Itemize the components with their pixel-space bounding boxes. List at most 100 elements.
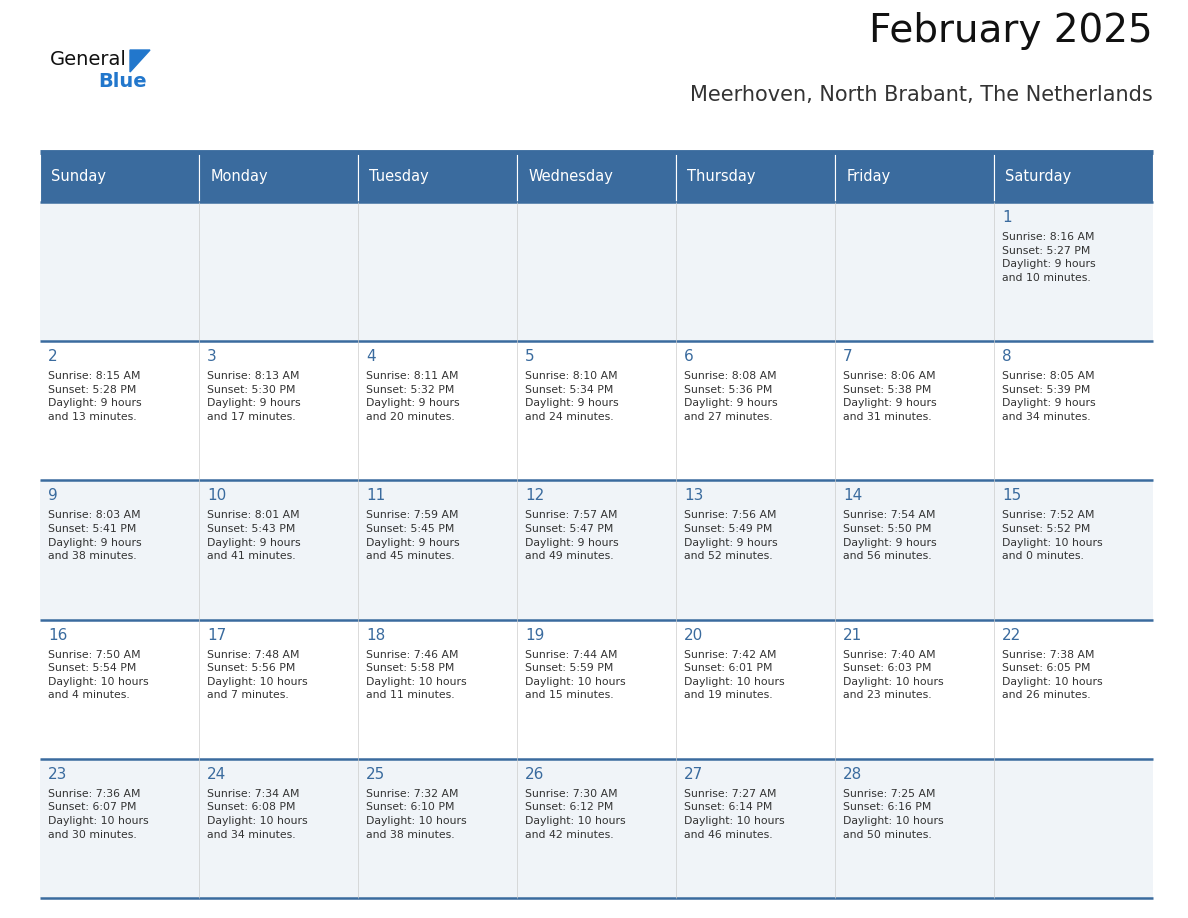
Text: Sunrise: 7:48 AM
Sunset: 5:56 PM
Daylight: 10 hours
and 7 minutes.: Sunrise: 7:48 AM Sunset: 5:56 PM Dayligh…	[207, 650, 308, 700]
Bar	[517, 341, 676, 480]
Text: Sunrise: 7:44 AM
Sunset: 5:59 PM
Daylight: 10 hours
and 15 minutes.: Sunrise: 7:44 AM Sunset: 5:59 PM Dayligh…	[525, 650, 626, 700]
Text: 3: 3	[207, 349, 216, 364]
Text: Sunrise: 7:32 AM
Sunset: 6:10 PM
Daylight: 10 hours
and 38 minutes.: Sunrise: 7:32 AM Sunset: 6:10 PM Dayligh…	[366, 789, 467, 840]
Text: 16: 16	[48, 628, 68, 643]
Text: Sunrise: 8:05 AM
Sunset: 5:39 PM
Daylight: 9 hours
and 34 minutes.: Sunrise: 8:05 AM Sunset: 5:39 PM Dayligh…	[1001, 371, 1095, 422]
Text: 14: 14	[843, 488, 862, 503]
Bar	[200, 152, 358, 202]
Bar	[994, 480, 1154, 620]
Text: Meerhoven, North Brabant, The Netherlands: Meerhoven, North Brabant, The Netherland…	[690, 85, 1154, 105]
Bar	[358, 202, 517, 341]
Bar	[994, 202, 1154, 341]
Bar	[676, 759, 835, 898]
Text: Sunrise: 8:08 AM
Sunset: 5:36 PM
Daylight: 9 hours
and 27 minutes.: Sunrise: 8:08 AM Sunset: 5:36 PM Dayligh…	[684, 371, 778, 422]
Bar	[835, 620, 994, 759]
Text: 2: 2	[48, 349, 58, 364]
Bar	[994, 620, 1154, 759]
Text: 24: 24	[207, 767, 226, 782]
Bar	[40, 152, 200, 202]
Text: 28: 28	[843, 767, 862, 782]
Text: Thursday: Thursday	[687, 170, 756, 185]
Bar	[517, 202, 676, 341]
Bar	[835, 480, 994, 620]
Bar	[517, 480, 676, 620]
Bar	[676, 202, 835, 341]
Bar	[994, 152, 1154, 202]
Bar	[40, 759, 200, 898]
Text: Sunrise: 8:01 AM
Sunset: 5:43 PM
Daylight: 9 hours
and 41 minutes.: Sunrise: 8:01 AM Sunset: 5:43 PM Dayligh…	[207, 510, 301, 561]
Text: 21: 21	[843, 628, 862, 643]
Text: Sunday: Sunday	[51, 170, 106, 185]
Text: 10: 10	[207, 488, 226, 503]
Text: Sunrise: 7:52 AM
Sunset: 5:52 PM
Daylight: 10 hours
and 0 minutes.: Sunrise: 7:52 AM Sunset: 5:52 PM Dayligh…	[1001, 510, 1102, 561]
Text: Sunrise: 8:15 AM
Sunset: 5:28 PM
Daylight: 9 hours
and 13 minutes.: Sunrise: 8:15 AM Sunset: 5:28 PM Dayligh…	[48, 371, 141, 422]
Bar	[358, 480, 517, 620]
Text: Sunrise: 7:50 AM
Sunset: 5:54 PM
Daylight: 10 hours
and 4 minutes.: Sunrise: 7:50 AM Sunset: 5:54 PM Dayligh…	[48, 650, 148, 700]
Text: Sunrise: 7:36 AM
Sunset: 6:07 PM
Daylight: 10 hours
and 30 minutes.: Sunrise: 7:36 AM Sunset: 6:07 PM Dayligh…	[48, 789, 148, 840]
Text: Saturday: Saturday	[1005, 170, 1072, 185]
Bar	[676, 341, 835, 480]
Text: Sunrise: 7:38 AM
Sunset: 6:05 PM
Daylight: 10 hours
and 26 minutes.: Sunrise: 7:38 AM Sunset: 6:05 PM Dayligh…	[1001, 650, 1102, 700]
Bar	[994, 759, 1154, 898]
Bar	[676, 152, 835, 202]
Text: Friday: Friday	[846, 170, 890, 185]
Bar	[200, 620, 358, 759]
Text: Wednesday: Wednesday	[529, 170, 613, 185]
Bar	[835, 759, 994, 898]
Text: Sunrise: 7:27 AM
Sunset: 6:14 PM
Daylight: 10 hours
and 46 minutes.: Sunrise: 7:27 AM Sunset: 6:14 PM Dayligh…	[684, 789, 784, 840]
Text: Sunrise: 7:46 AM
Sunset: 5:58 PM
Daylight: 10 hours
and 11 minutes.: Sunrise: 7:46 AM Sunset: 5:58 PM Dayligh…	[366, 650, 467, 700]
Text: Sunrise: 7:56 AM
Sunset: 5:49 PM
Daylight: 9 hours
and 52 minutes.: Sunrise: 7:56 AM Sunset: 5:49 PM Dayligh…	[684, 510, 778, 561]
Text: Sunrise: 8:03 AM
Sunset: 5:41 PM
Daylight: 9 hours
and 38 minutes.: Sunrise: 8:03 AM Sunset: 5:41 PM Dayligh…	[48, 510, 141, 561]
Bar	[835, 152, 994, 202]
Text: Sunrise: 7:40 AM
Sunset: 6:03 PM
Daylight: 10 hours
and 23 minutes.: Sunrise: 7:40 AM Sunset: 6:03 PM Dayligh…	[843, 650, 943, 700]
Text: 27: 27	[684, 767, 703, 782]
Bar	[994, 341, 1154, 480]
Bar	[40, 480, 200, 620]
Text: 12: 12	[525, 488, 544, 503]
Bar	[40, 341, 200, 480]
Text: 9: 9	[48, 488, 58, 503]
Bar	[676, 620, 835, 759]
Text: 15: 15	[1001, 488, 1022, 503]
Bar	[40, 620, 200, 759]
Bar	[358, 620, 517, 759]
Text: Sunrise: 8:13 AM
Sunset: 5:30 PM
Daylight: 9 hours
and 17 minutes.: Sunrise: 8:13 AM Sunset: 5:30 PM Dayligh…	[207, 371, 301, 422]
Bar	[200, 480, 358, 620]
Text: Monday: Monday	[210, 170, 267, 185]
Bar	[40, 202, 200, 341]
Text: 5: 5	[525, 349, 535, 364]
Text: 11: 11	[366, 488, 385, 503]
Text: 8: 8	[1001, 349, 1012, 364]
Text: 18: 18	[366, 628, 385, 643]
Bar	[358, 759, 517, 898]
Text: 6: 6	[684, 349, 694, 364]
Bar	[200, 202, 358, 341]
Text: 1: 1	[1001, 210, 1012, 225]
Text: Sunrise: 7:30 AM
Sunset: 6:12 PM
Daylight: 10 hours
and 42 minutes.: Sunrise: 7:30 AM Sunset: 6:12 PM Dayligh…	[525, 789, 626, 840]
Text: 25: 25	[366, 767, 385, 782]
Text: General: General	[50, 50, 127, 69]
Text: Sunrise: 8:06 AM
Sunset: 5:38 PM
Daylight: 9 hours
and 31 minutes.: Sunrise: 8:06 AM Sunset: 5:38 PM Dayligh…	[843, 371, 936, 422]
Bar	[676, 480, 835, 620]
Text: 7: 7	[843, 349, 853, 364]
Text: Sunrise: 7:59 AM
Sunset: 5:45 PM
Daylight: 9 hours
and 45 minutes.: Sunrise: 7:59 AM Sunset: 5:45 PM Dayligh…	[366, 510, 460, 561]
Polygon shape	[129, 50, 150, 72]
Text: Sunrise: 7:25 AM
Sunset: 6:16 PM
Daylight: 10 hours
and 50 minutes.: Sunrise: 7:25 AM Sunset: 6:16 PM Dayligh…	[843, 789, 943, 840]
Text: February 2025: February 2025	[870, 12, 1154, 50]
Text: 23: 23	[48, 767, 68, 782]
Text: Tuesday: Tuesday	[369, 170, 429, 185]
Text: Sunrise: 7:54 AM
Sunset: 5:50 PM
Daylight: 9 hours
and 56 minutes.: Sunrise: 7:54 AM Sunset: 5:50 PM Dayligh…	[843, 510, 936, 561]
Text: Sunrise: 7:57 AM
Sunset: 5:47 PM
Daylight: 9 hours
and 49 minutes.: Sunrise: 7:57 AM Sunset: 5:47 PM Dayligh…	[525, 510, 619, 561]
Bar	[358, 152, 517, 202]
Bar	[517, 152, 676, 202]
Text: Sunrise: 7:34 AM
Sunset: 6:08 PM
Daylight: 10 hours
and 34 minutes.: Sunrise: 7:34 AM Sunset: 6:08 PM Dayligh…	[207, 789, 308, 840]
Text: Sunrise: 8:16 AM
Sunset: 5:27 PM
Daylight: 9 hours
and 10 minutes.: Sunrise: 8:16 AM Sunset: 5:27 PM Dayligh…	[1001, 232, 1095, 283]
Text: Sunrise: 7:42 AM
Sunset: 6:01 PM
Daylight: 10 hours
and 19 minutes.: Sunrise: 7:42 AM Sunset: 6:01 PM Dayligh…	[684, 650, 784, 700]
Text: 4: 4	[366, 349, 375, 364]
Text: Blue: Blue	[97, 72, 146, 91]
Bar	[835, 202, 994, 341]
Bar	[200, 341, 358, 480]
Bar	[517, 620, 676, 759]
Bar	[517, 759, 676, 898]
Text: 22: 22	[1001, 628, 1022, 643]
